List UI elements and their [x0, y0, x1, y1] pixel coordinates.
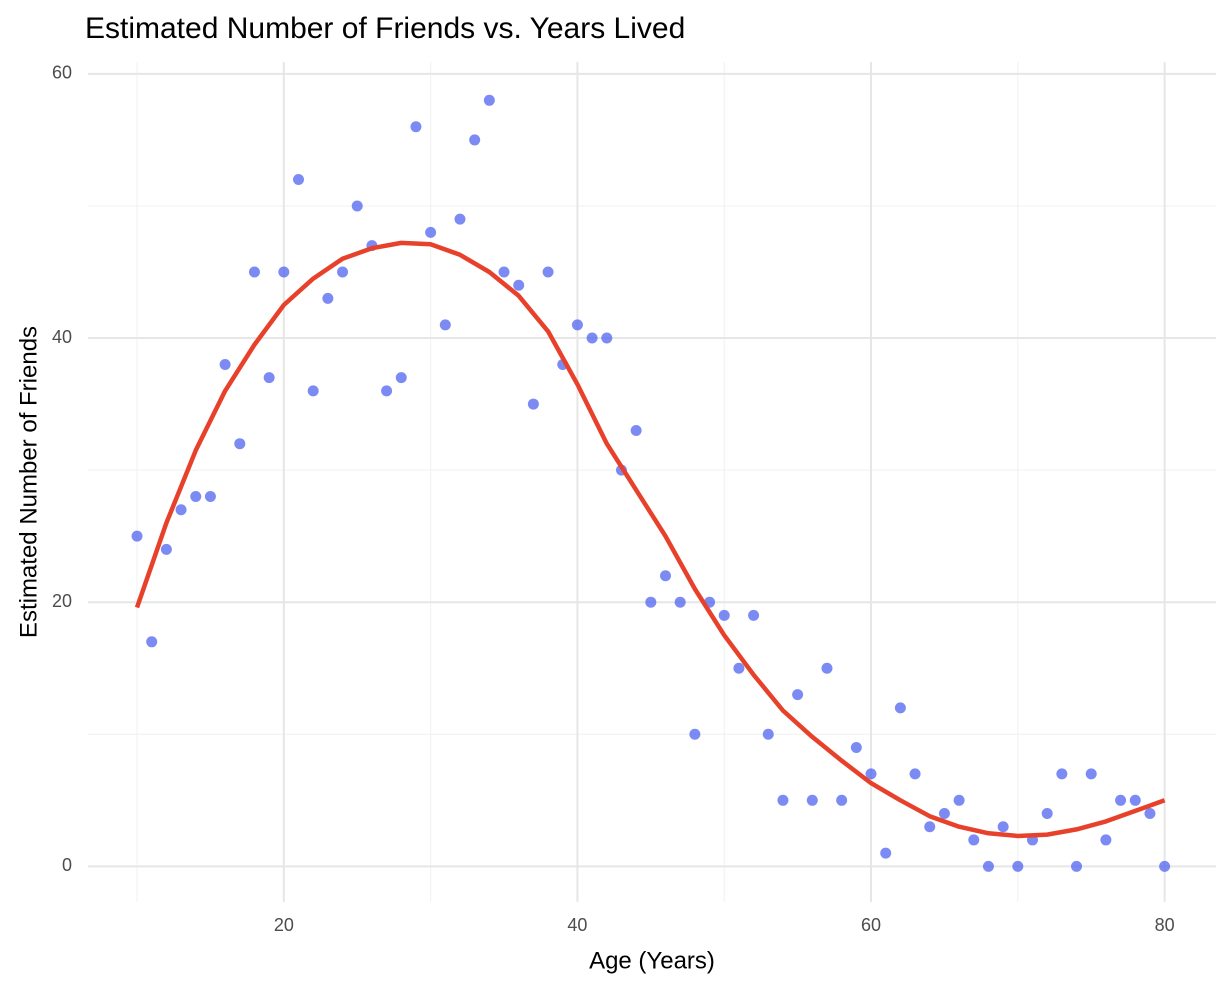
y-tick-label: 60 — [52, 63, 72, 83]
point — [1012, 860, 1024, 872]
point — [395, 372, 407, 384]
point — [601, 332, 613, 344]
point — [1159, 860, 1171, 872]
point — [1144, 808, 1156, 820]
point — [1085, 768, 1097, 780]
point — [909, 768, 921, 780]
point — [689, 728, 701, 740]
point — [1115, 794, 1127, 806]
x-tick-label: 40 — [567, 915, 587, 935]
y-axis-label: Estimated Number of Friends — [15, 326, 42, 638]
point — [938, 808, 950, 820]
point — [880, 847, 892, 859]
smooth-line — [134, 240, 1166, 839]
point — [483, 94, 495, 106]
y-tick-label: 0 — [62, 855, 72, 875]
point — [219, 358, 231, 370]
y-tick-label: 40 — [52, 327, 72, 347]
point — [190, 491, 202, 503]
point — [498, 266, 510, 278]
point — [821, 662, 833, 674]
point — [748, 609, 760, 621]
point — [1041, 808, 1053, 820]
point — [175, 504, 187, 516]
point — [806, 794, 818, 806]
point — [248, 266, 260, 278]
point — [527, 398, 539, 410]
point — [146, 636, 158, 648]
point — [439, 319, 451, 331]
point — [953, 794, 965, 806]
point — [894, 702, 906, 714]
point — [982, 860, 994, 872]
point — [381, 385, 393, 397]
point — [645, 596, 657, 608]
point — [762, 728, 774, 740]
point — [865, 768, 877, 780]
point — [322, 292, 334, 304]
point — [469, 134, 481, 146]
point — [968, 834, 980, 846]
point — [718, 609, 730, 621]
point — [263, 372, 275, 384]
point — [131, 530, 143, 542]
point — [204, 491, 216, 503]
point — [1100, 834, 1112, 846]
point — [792, 689, 804, 701]
point — [674, 596, 686, 608]
point — [307, 385, 319, 397]
point — [234, 438, 246, 450]
point — [630, 424, 642, 436]
point — [850, 741, 862, 753]
x-tick-label: 80 — [1155, 915, 1175, 935]
point — [997, 821, 1009, 833]
point — [1071, 860, 1083, 872]
x-tick-label: 20 — [274, 915, 294, 935]
point — [777, 794, 789, 806]
chart-title: Estimated Number of Friends vs. Years Li… — [85, 12, 685, 45]
x-axis-label: Age (Years) — [589, 947, 715, 974]
point — [733, 662, 745, 674]
point — [410, 121, 422, 133]
point — [1056, 768, 1068, 780]
point — [351, 200, 363, 212]
point — [586, 332, 598, 344]
y-tick-label: 20 — [52, 591, 72, 611]
point — [425, 226, 437, 238]
point — [1129, 794, 1141, 806]
x-tick-label: 60 — [861, 915, 881, 935]
point — [836, 794, 848, 806]
point — [160, 543, 172, 555]
point — [337, 266, 349, 278]
point — [660, 570, 672, 582]
point — [924, 821, 936, 833]
point — [571, 319, 583, 331]
point — [293, 174, 305, 186]
point — [542, 266, 554, 278]
point — [278, 266, 290, 278]
point — [513, 279, 525, 291]
point — [454, 213, 466, 225]
